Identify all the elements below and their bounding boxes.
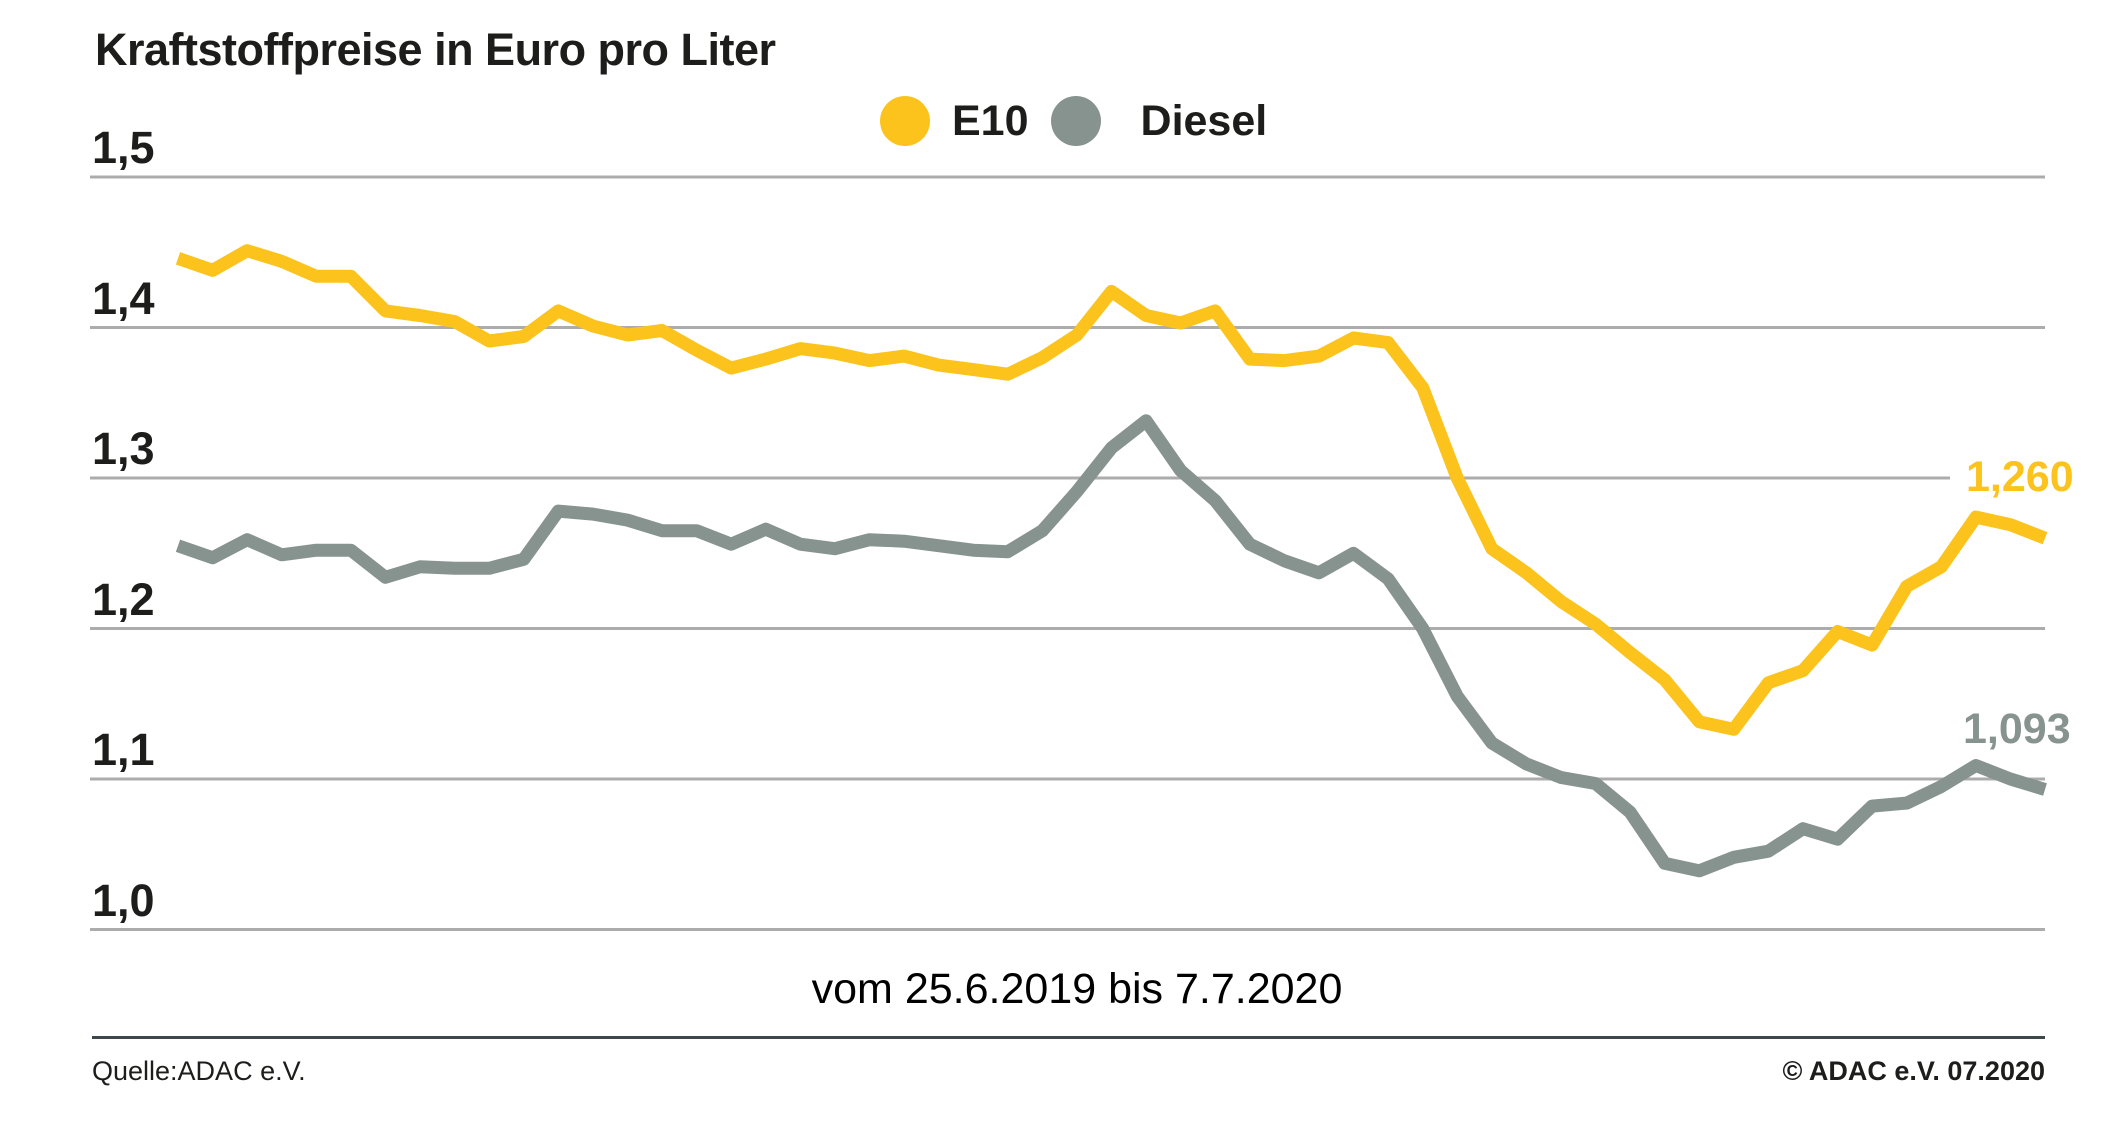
y-axis-tick-1,5: 1,5 bbox=[92, 122, 155, 173]
footer-divider bbox=[92, 1036, 2045, 1039]
y-axis-tick-1,3: 1,3 bbox=[92, 423, 155, 474]
page-title: Kraftstoffpreise in Euro pro Liter bbox=[95, 24, 776, 75]
footer-copyright: © ADAC e.V. 07.2020 bbox=[1782, 1056, 2045, 1086]
y-axis-tick-1,1: 1,1 bbox=[92, 724, 155, 775]
legend-dot-e10-icon bbox=[880, 96, 930, 146]
legend: E10 Diesel bbox=[880, 96, 1267, 146]
legend-label-e10: E10 bbox=[952, 97, 1029, 145]
y-axis-tick-1,2: 1,2 bbox=[92, 573, 155, 625]
e10-end-value-label: 1,260 bbox=[1966, 453, 2074, 501]
y-axis-tick-1,4: 1,4 bbox=[92, 272, 155, 324]
legend-dot-diesel-icon bbox=[1050, 96, 1101, 146]
x-axis-range-label: vom 25.6.2019 bis 7.7.2020 bbox=[811, 965, 1343, 1013]
footer-source: Quelle:ADAC e.V. bbox=[92, 1056, 306, 1086]
series-line-diesel bbox=[175, 414, 2047, 878]
legend-label-diesel: Diesel bbox=[1140, 97, 1268, 145]
diesel-end-value-label: 1,093 bbox=[1963, 705, 2071, 753]
y-axis-tick-1,0: 1,0 bbox=[92, 874, 155, 926]
series-line-e10 bbox=[175, 244, 2048, 736]
